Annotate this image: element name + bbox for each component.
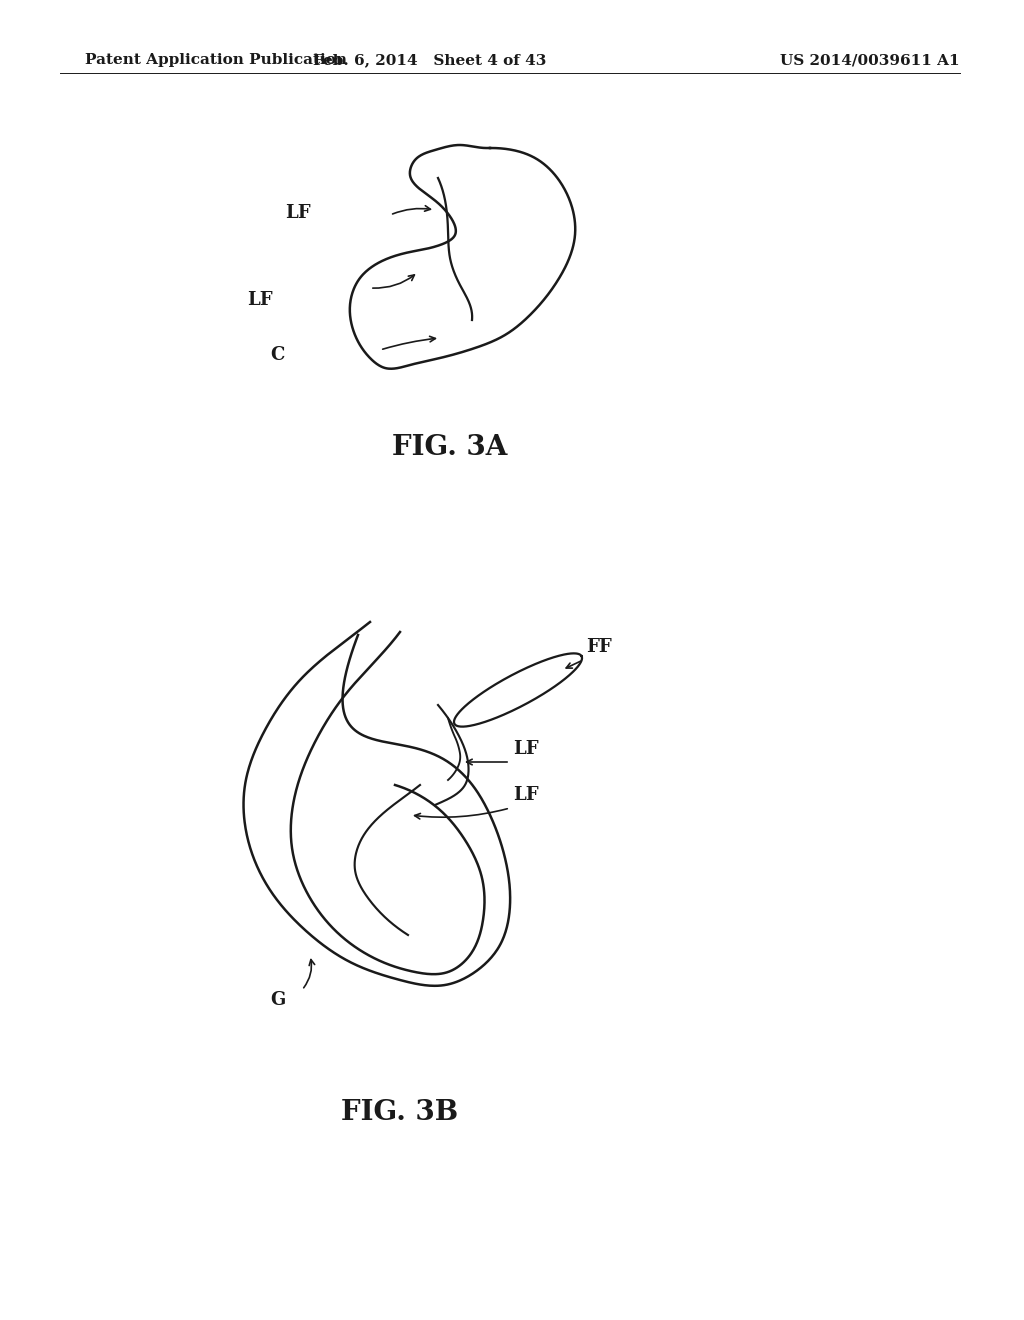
Text: C: C	[270, 346, 285, 364]
Text: Patent Application Publication: Patent Application Publication	[85, 53, 347, 67]
Text: FIG. 3B: FIG. 3B	[341, 1100, 459, 1126]
Text: FIG. 3A: FIG. 3A	[392, 434, 508, 461]
Text: LF: LF	[513, 741, 539, 758]
Text: LF: LF	[513, 785, 539, 804]
Text: US 2014/0039611 A1: US 2014/0039611 A1	[780, 53, 959, 67]
Text: G: G	[270, 991, 286, 1008]
Text: LF: LF	[285, 205, 310, 222]
Text: FF: FF	[586, 638, 611, 656]
Text: Feb. 6, 2014   Sheet 4 of 43: Feb. 6, 2014 Sheet 4 of 43	[313, 53, 547, 67]
Text: LF: LF	[247, 290, 272, 309]
